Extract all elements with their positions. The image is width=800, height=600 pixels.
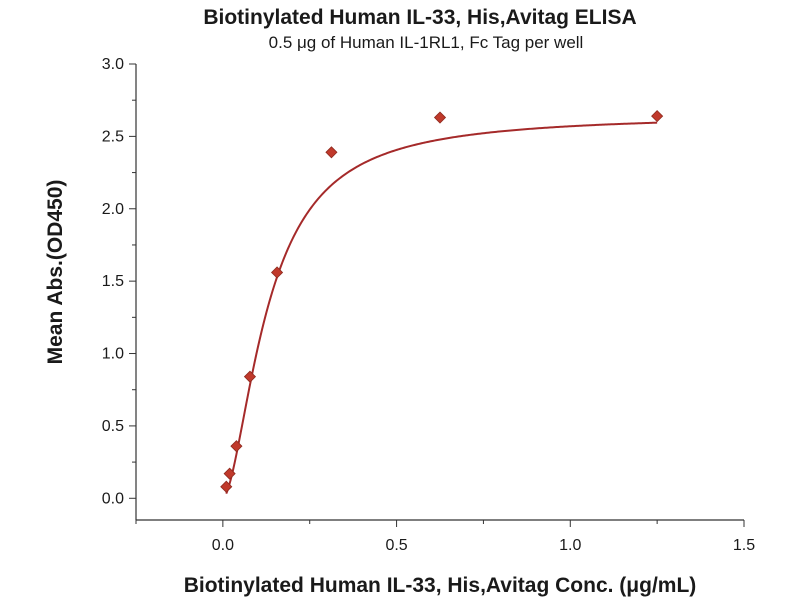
y-tick-label: 1.0 <box>102 346 124 363</box>
y-tick-label: 2.0 <box>102 201 124 218</box>
y-ticks: 0.0 0.5 1.0 1.5 2.0 2.5 3.0 <box>102 56 136 507</box>
y-tick-label: 0.5 <box>102 418 124 435</box>
data-point <box>220 480 233 493</box>
data-point <box>651 110 664 123</box>
y-tick-label: 2.5 <box>102 128 124 145</box>
y-tick-label: 0.0 <box>102 490 124 507</box>
y-tick-label: 3.0 <box>102 56 124 73</box>
data-point <box>433 111 447 124</box>
y-tick-label: 1.5 <box>102 273 124 290</box>
x-axis-label: Biotinylated Human IL-33, His,Avitag Con… <box>184 574 697 597</box>
data-point <box>230 440 243 453</box>
x-tick-label: 0.5 <box>385 537 407 554</box>
data-points <box>220 110 664 493</box>
data-point <box>325 146 338 159</box>
x-tick-label: 1.5 <box>733 537 755 554</box>
x-ticks: 0.0 0.5 1.0 1.5 <box>135 520 755 554</box>
x-tick-label: 1.0 <box>559 537 581 554</box>
chart-subtitle: 0.5 μg of Human IL-1RL1, Fc Tag per well <box>269 33 584 52</box>
x-tick-label: 0.0 <box>212 537 234 554</box>
data-point <box>243 370 257 383</box>
data-point <box>223 467 236 480</box>
axes <box>135 64 744 521</box>
data-point <box>270 266 284 279</box>
fit-curve-line <box>225 121 658 494</box>
y-axis-label: Mean Abs.(OD450) <box>44 180 67 365</box>
chart-title: Biotinylated Human IL-33, His,Avitag ELI… <box>203 6 636 29</box>
